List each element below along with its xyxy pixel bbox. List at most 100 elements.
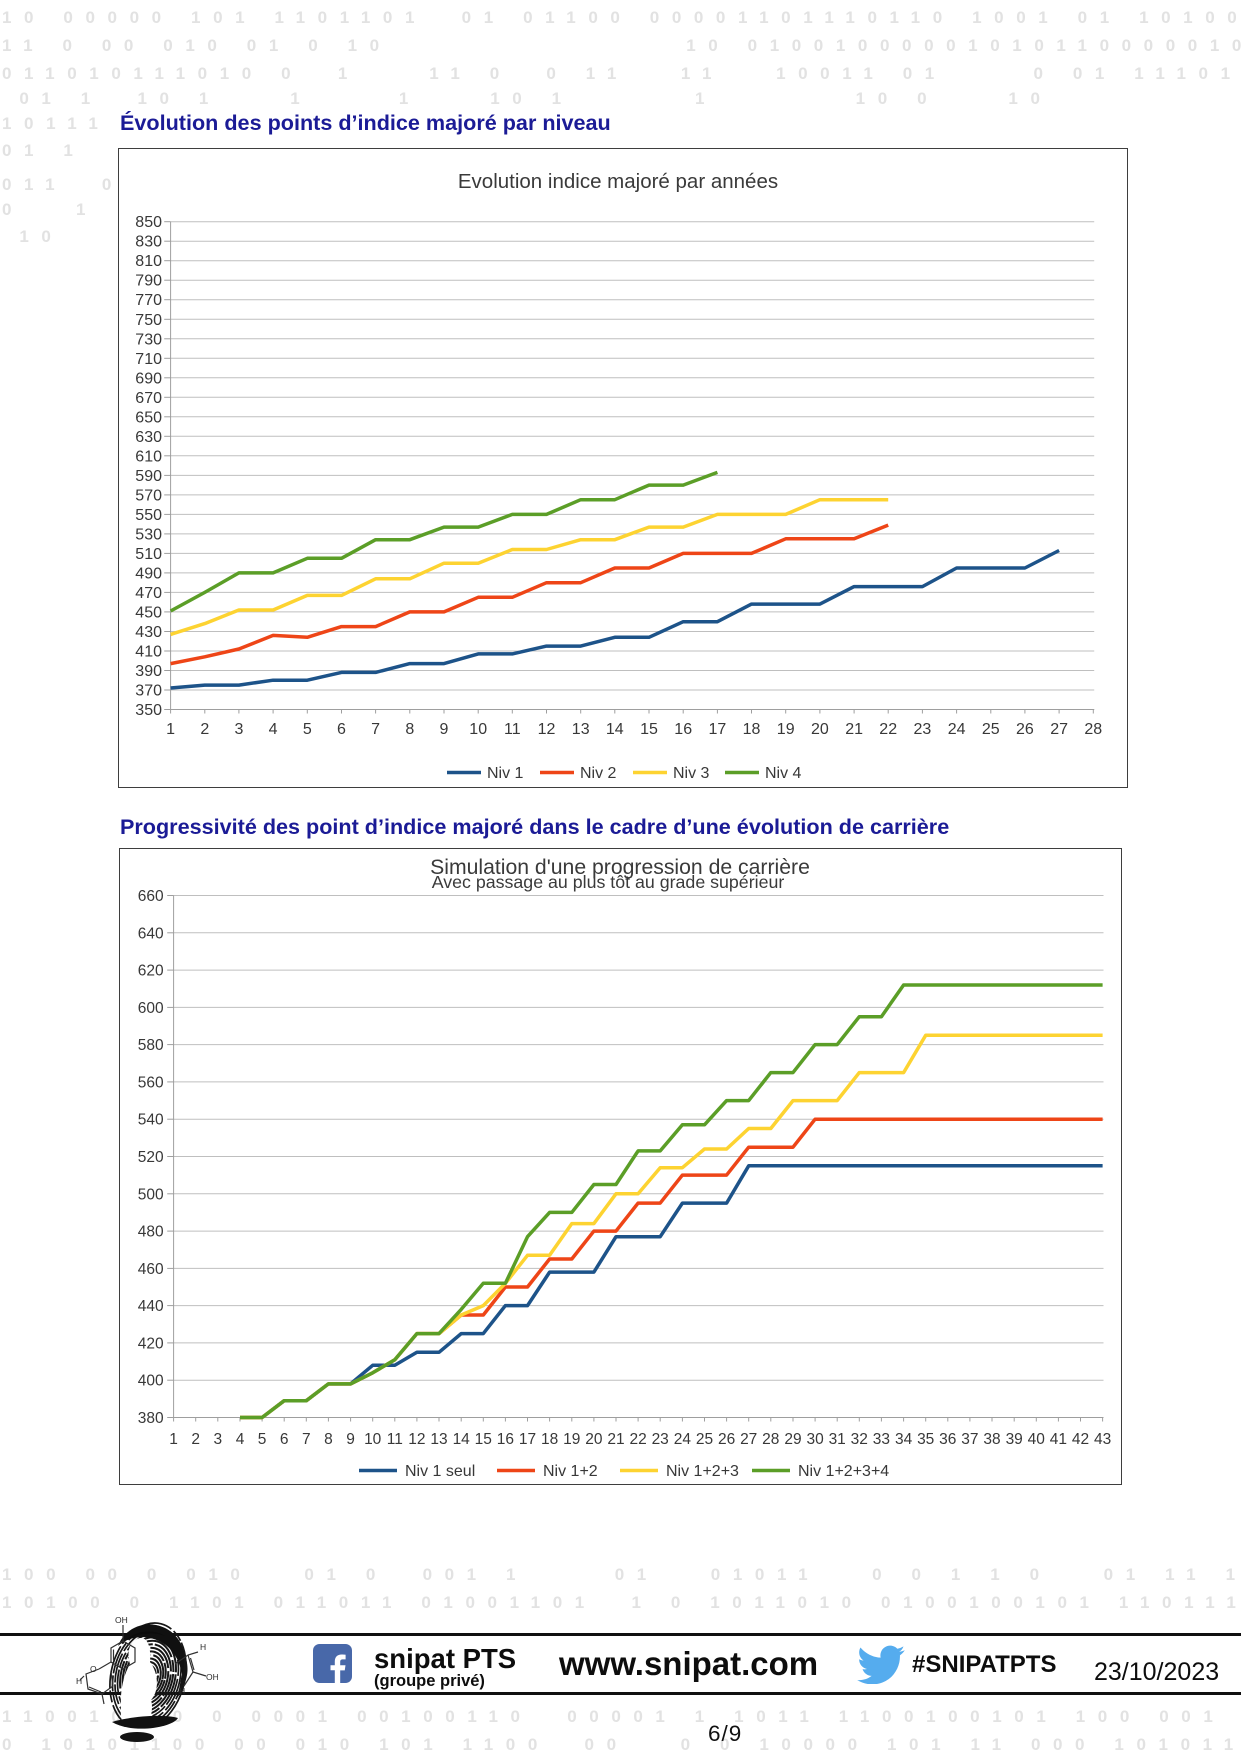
svg-text:16: 16 — [497, 1431, 514, 1448]
svg-text:Niv 1+2: Niv 1+2 — [543, 1463, 598, 1480]
svg-text:23: 23 — [914, 721, 932, 738]
svg-text:Simulation d'une progression d: Simulation d'une progression de carrière — [430, 856, 810, 879]
svg-text:590: 590 — [135, 468, 162, 485]
svg-text:770: 770 — [135, 292, 162, 309]
svg-text:Niv 1+2+3: Niv 1+2+3 — [666, 1463, 739, 1480]
svg-text:Avec passage au plus tôt au gr: Avec passage au plus tôt au grade supéri… — [432, 872, 785, 892]
svg-text:12: 12 — [408, 1431, 425, 1448]
svg-text:470: 470 — [135, 585, 162, 602]
svg-text:13: 13 — [572, 721, 590, 738]
svg-text:30: 30 — [806, 1431, 824, 1448]
svg-text:15: 15 — [475, 1431, 492, 1448]
svg-text:14: 14 — [606, 721, 624, 738]
svg-text:9: 9 — [440, 721, 449, 738]
svg-text:540: 540 — [138, 1112, 164, 1129]
svg-text:19: 19 — [563, 1431, 580, 1448]
svg-text:790: 790 — [135, 273, 162, 290]
svg-text:730: 730 — [135, 331, 162, 348]
svg-text:21: 21 — [607, 1431, 624, 1448]
svg-text:25: 25 — [982, 721, 1000, 738]
svg-text:580: 580 — [138, 1037, 164, 1054]
svg-text:500: 500 — [138, 1186, 164, 1203]
svg-text:3: 3 — [213, 1431, 222, 1448]
svg-text:17: 17 — [709, 721, 727, 738]
svg-text:480: 480 — [138, 1224, 164, 1241]
svg-text:20: 20 — [811, 721, 829, 738]
svg-text:18: 18 — [743, 721, 761, 738]
svg-text:520: 520 — [138, 1149, 164, 1166]
svg-text:33: 33 — [873, 1431, 890, 1448]
svg-text:4: 4 — [236, 1431, 245, 1448]
svg-text:510: 510 — [135, 546, 162, 563]
svg-text:14: 14 — [453, 1431, 471, 1448]
svg-text:22: 22 — [879, 721, 897, 738]
svg-text:6: 6 — [337, 721, 346, 738]
svg-text:Niv 3: Niv 3 — [673, 765, 710, 782]
svg-text:560: 560 — [138, 1074, 164, 1091]
svg-text:28: 28 — [762, 1431, 779, 1448]
svg-text:17: 17 — [519, 1431, 536, 1448]
svg-text:350: 350 — [135, 702, 162, 719]
svg-text:36: 36 — [939, 1431, 956, 1448]
svg-text:8: 8 — [405, 721, 414, 738]
svg-text:20: 20 — [585, 1431, 603, 1448]
svg-text:24: 24 — [948, 721, 966, 738]
svg-text:26: 26 — [1016, 721, 1034, 738]
svg-text:530: 530 — [135, 526, 162, 543]
svg-text:38: 38 — [983, 1431, 1000, 1448]
svg-text:450: 450 — [135, 604, 162, 621]
svg-text:H: H — [200, 1642, 206, 1652]
svg-text:H: H — [76, 1676, 82, 1686]
svg-text:380: 380 — [138, 1410, 164, 1427]
svg-text:630: 630 — [135, 429, 162, 446]
svg-text:400: 400 — [138, 1373, 164, 1390]
svg-text:16: 16 — [674, 721, 692, 738]
svg-text:850: 850 — [135, 214, 162, 231]
svg-text:750: 750 — [135, 312, 162, 329]
svg-text:4: 4 — [269, 721, 278, 738]
svg-text:43: 43 — [1094, 1431, 1111, 1448]
svg-text:830: 830 — [135, 234, 162, 251]
svg-text:42: 42 — [1072, 1431, 1089, 1448]
svg-text:22: 22 — [629, 1431, 646, 1448]
svg-text:27: 27 — [740, 1431, 757, 1448]
svg-text:2: 2 — [200, 721, 209, 738]
svg-text:710: 710 — [135, 351, 162, 368]
svg-text:OH: OH — [115, 1615, 128, 1625]
svg-text:15: 15 — [640, 721, 658, 738]
svg-text:3: 3 — [234, 721, 243, 738]
svg-text:31: 31 — [829, 1431, 846, 1448]
svg-text:370: 370 — [135, 683, 162, 700]
svg-text:21: 21 — [845, 721, 863, 738]
svg-text:430: 430 — [135, 624, 162, 641]
svg-text:32: 32 — [851, 1431, 868, 1448]
svg-text:1: 1 — [166, 721, 175, 738]
svg-text:9: 9 — [346, 1431, 355, 1448]
svg-text:H: H — [179, 1686, 185, 1696]
svg-text:Niv 1: Niv 1 — [487, 765, 524, 782]
svg-text:5: 5 — [303, 721, 312, 738]
svg-text:660: 660 — [138, 888, 164, 905]
svg-text:29: 29 — [784, 1431, 801, 1448]
svg-text:18: 18 — [541, 1431, 558, 1448]
svg-text:2: 2 — [191, 1431, 200, 1448]
svg-text:24: 24 — [674, 1431, 692, 1448]
svg-text:460: 460 — [138, 1261, 164, 1278]
svg-text:39: 39 — [1006, 1431, 1023, 1448]
svg-text:Niv 4: Niv 4 — [765, 765, 802, 782]
svg-text:440: 440 — [138, 1298, 164, 1315]
svg-text:1: 1 — [169, 1431, 178, 1448]
svg-text:810: 810 — [135, 253, 162, 270]
svg-text:Evolution indice majoré par an: Evolution indice majoré par années — [458, 170, 778, 193]
svg-text:5: 5 — [258, 1431, 267, 1448]
svg-text:6: 6 — [280, 1431, 289, 1448]
svg-text:410: 410 — [135, 644, 162, 661]
svg-text:13: 13 — [430, 1431, 447, 1448]
svg-text:Niv 2: Niv 2 — [580, 765, 617, 782]
svg-text:26: 26 — [718, 1431, 735, 1448]
svg-text:10: 10 — [469, 721, 487, 738]
svg-text:640: 640 — [138, 925, 164, 942]
svg-text:550: 550 — [135, 507, 162, 524]
svg-text:O: O — [90, 1664, 97, 1674]
svg-text:35: 35 — [917, 1431, 934, 1448]
